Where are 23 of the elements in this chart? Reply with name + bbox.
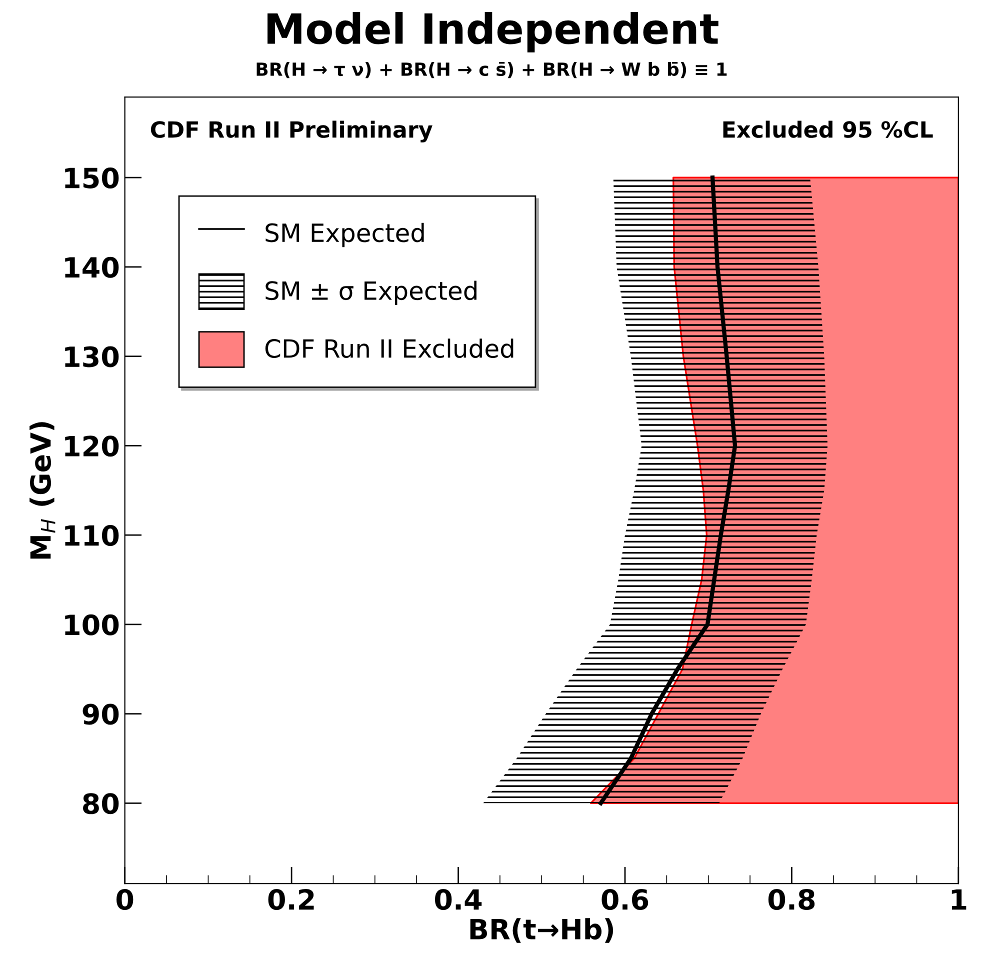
- x-axis-title: BR(t→Hb): [470, 918, 614, 943]
- y-tick-label: 110: [65, 524, 119, 546]
- chart-subtitle: BR(H → τ ν) + BR(H → c s̄) + BR(H → W b b̄) ≡ 1: [256, 62, 727, 78]
- legend-label: SM Expected: [266, 222, 424, 248]
- y-tick-label: 90: [82, 704, 119, 725]
- y-tick-label: 140: [65, 256, 119, 278]
- y-tick-label: 80: [83, 793, 119, 814]
- x-tick-label: 0.2: [268, 888, 314, 910]
- x-tick-label: 0: [116, 888, 134, 910]
- x-tick-label: 0.6: [602, 888, 648, 910]
- x-tick-label: 0.8: [768, 888, 815, 910]
- legend-label: SM ± σ Expected: [266, 280, 476, 305]
- x-tick-label: 1: [952, 889, 966, 910]
- y-tick-label: 130: [65, 346, 119, 368]
- y-axis-title: M$_{H}$ (GeV): [30, 422, 56, 559]
- legend-label: CDF Run II Excluded: [265, 338, 514, 358]
- y-tick-label: 150: [65, 167, 119, 188]
- y-tick-label: 100: [65, 614, 119, 636]
- annotation: Excluded 95 %CL: [723, 120, 933, 138]
- y-tick-label: 120: [65, 436, 119, 457]
- chart-title: Model Independent: [268, 12, 718, 52]
- annotation: CDF Run II Preliminary: [150, 120, 432, 142]
- x-tick-label: 0.4: [435, 888, 482, 910]
